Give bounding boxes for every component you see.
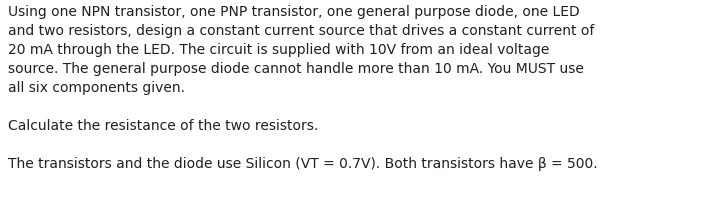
Text: all six components given.: all six components given. <box>8 81 185 95</box>
Text: 20 mA through the LED. The circuit is supplied with 10V from an ideal voltage: 20 mA through the LED. The circuit is su… <box>8 43 549 57</box>
Text: and two resistors, design a constant current source that drives a constant curre: and two resistors, design a constant cur… <box>8 24 595 38</box>
Text: source. The general purpose diode cannot handle more than 10 mA. You MUST use: source. The general purpose diode cannot… <box>8 62 584 76</box>
Text: Calculate the resistance of the two resistors.: Calculate the resistance of the two resi… <box>8 118 318 132</box>
Text: Using one NPN transistor, one PNP transistor, one general purpose diode, one LED: Using one NPN transistor, one PNP transi… <box>8 5 580 19</box>
Text: The transistors and the diode use Silicon (VT = 0.7V). Both transistors have β =: The transistors and the diode use Silico… <box>8 156 598 170</box>
